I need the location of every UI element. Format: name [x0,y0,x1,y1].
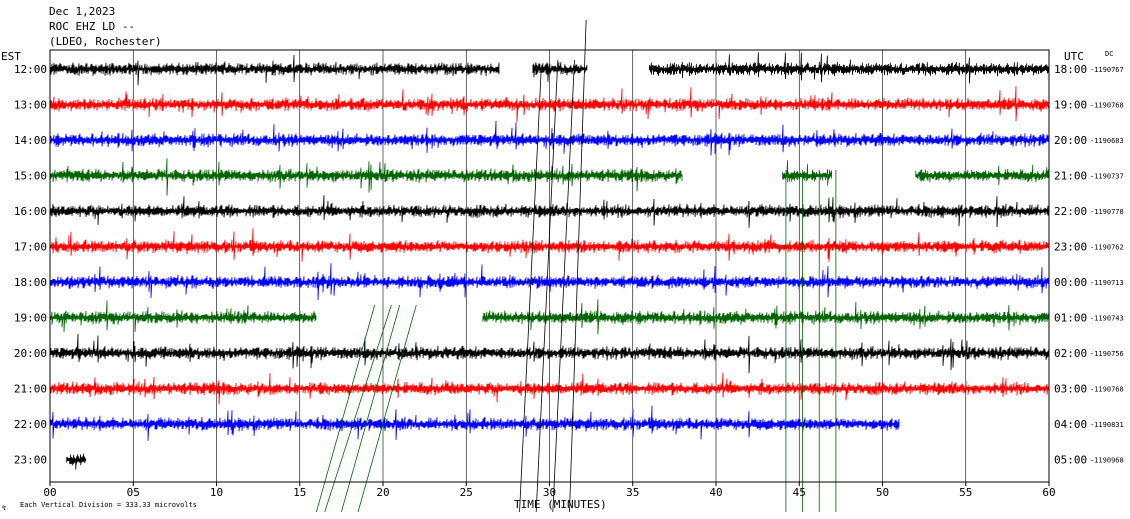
x-tick-label: 25 [460,486,473,499]
x-tick-label: 55 [959,486,972,499]
x-tick-label: 30 [543,486,556,499]
x-tick-label: 20 [376,486,389,499]
scale-note: Each Vertical Division = 333.33 microvol… [20,501,197,509]
dc-offset-label: -1190713 [1090,279,1124,287]
utc-time-label: 01:00 [1054,312,1087,325]
x-tick-label: 00 [43,486,56,499]
grid [49,50,1050,486]
scale-marker-icon: ↯ [2,504,6,512]
dc-label: DC [1105,50,1113,58]
utc-time-label: 03:00 [1054,383,1087,396]
trace-segment [66,453,87,470]
trace-segment [49,54,500,86]
slanted-glitch-line [324,304,392,513]
dc-offset-label: -1190756 [1090,350,1124,358]
utc-time-label: 00:00 [1054,276,1087,289]
dc-offset-label: -1190683 [1090,137,1124,145]
trace-segment [49,158,683,196]
trace-segment [49,333,1050,374]
trace-segment [49,86,1050,123]
est-time-label: 14:00 [14,134,47,147]
trace-segment [49,405,900,441]
est-time-label: 22:00 [14,418,47,431]
est-time-label: 21:00 [14,383,47,396]
utc-axis-label: UTC [1064,50,1084,63]
trace-segment [482,299,1050,335]
header-station: ROC EHZ LD -- [49,20,136,33]
x-axis-title: TIME (MINUTES) [514,498,607,511]
est-time-label: 12:00 [14,63,47,76]
x-tick-label: 60 [1042,486,1055,499]
est-time-label: 19:00 [14,312,47,325]
trace-segment [49,120,1050,156]
est-time-label: 13:00 [14,99,47,112]
utc-time-label: 02:00 [1054,347,1087,360]
slanted-glitch-line [535,59,559,513]
x-tick-label: 05 [127,486,140,499]
slanted-glitch-line [340,304,401,513]
slanted-glitch-line [552,59,575,513]
trace-segment [49,195,1050,228]
dc-offset-label: -1190767 [1090,66,1124,74]
dc-offset-label: -1190762 [1090,244,1124,252]
slanted-glitch-line [316,304,376,513]
dc-offset-label: -1190768 [1090,102,1124,110]
est-axis-label: EST [1,50,21,63]
trace-segment [532,62,588,82]
utc-time-label: 18:00 [1054,63,1087,76]
trace-segment [49,228,1050,262]
est-time-label: 15:00 [14,170,47,183]
utc-time-label: 23:00 [1054,241,1087,254]
est-time-label: 16:00 [14,205,47,218]
utc-time-label: 20:00 [1054,134,1087,147]
header-date: Dec 1,2023 [49,5,116,18]
est-time-label: 17:00 [14,241,47,254]
traces [49,19,1050,513]
slanted-glitch-line [519,69,542,513]
utc-time-label: 04:00 [1054,418,1087,431]
trace-segment [49,372,1050,405]
trace-segment [915,164,1050,185]
trace-segment [649,52,1049,84]
utc-time-label: 22:00 [1054,205,1087,218]
x-tick-label: 35 [626,486,639,499]
x-tick-label: 40 [709,486,722,499]
header-network: (LDEO, Rochester) [49,35,162,48]
slanted-glitch-line [569,19,587,513]
utc-time-label: 05:00 [1054,454,1087,467]
utc-time-label: 19:00 [1054,99,1087,112]
dc-offset-label: -1190743 [1090,315,1124,323]
dc-offset-label: -1190778 [1090,208,1124,216]
est-time-label: 18:00 [14,276,47,289]
dc-offset-label: -1190968 [1090,457,1124,465]
dc-offset-label: -1190768 [1090,386,1124,394]
est-time-label: 23:00 [14,454,47,467]
x-tick-label: 15 [293,486,306,499]
plot-frame [49,49,1050,483]
x-tick-label: 45 [793,486,806,499]
slanted-glitch-line [357,304,417,513]
x-tick-label: 10 [210,486,223,499]
trace-segment [782,160,832,186]
dc-offset-label: -1190831 [1090,421,1124,429]
x-tick-label: 50 [876,486,889,499]
trace-segment [49,300,317,333]
utc-time-label: 21:00 [1054,170,1087,183]
est-time-label: 20:00 [14,347,47,360]
dc-offset-label: -1190737 [1090,173,1124,181]
trace-segment [49,263,1050,301]
